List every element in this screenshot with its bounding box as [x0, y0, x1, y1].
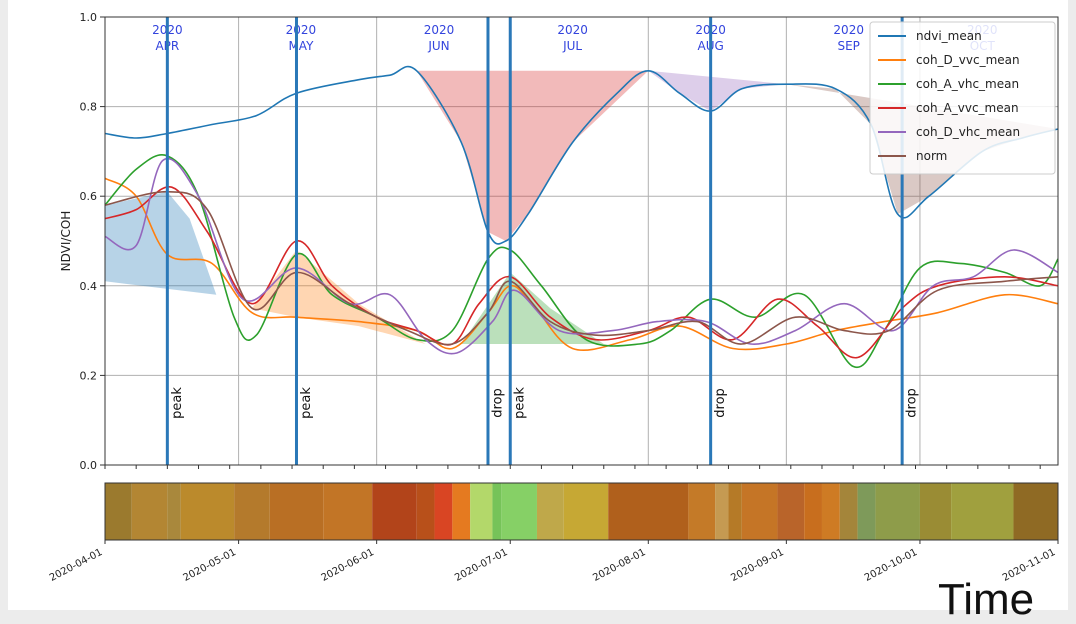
legend-label: norm	[916, 149, 947, 163]
colorbar-segment	[492, 483, 502, 540]
colorbar-segment	[728, 483, 742, 540]
shaded-region	[105, 191, 217, 295]
ndvi-coherence-chart: 0.00.20.40.60.81.02020APR2020MAY2020JUN2…	[48, 11, 1059, 584]
series-line	[104, 190, 1059, 346]
x-tick-label: 2020-08-01	[591, 547, 647, 584]
x-tick-label: 2020-04-01	[48, 547, 104, 584]
legend-label: coh_D_vvc_mean	[916, 53, 1020, 67]
colorbar-segment	[180, 483, 235, 540]
y-tick-label: 0.2	[80, 369, 98, 382]
series-line	[104, 177, 1059, 351]
month-label-month: JUL	[562, 39, 582, 53]
y-tick-label: 0.8	[80, 101, 98, 114]
month-label-month: SEP	[837, 39, 859, 53]
x-tick-label: 2020-10-01	[863, 547, 919, 584]
shaded-region	[461, 272, 604, 344]
series-line	[104, 65, 1059, 245]
colorbar-segment	[131, 483, 168, 540]
colorbar-segment	[741, 483, 778, 540]
x-tick-label: 2020-06-01	[320, 547, 376, 584]
colorbar-border	[104, 482, 1059, 541]
legend-label: ndvi_mean	[916, 29, 982, 43]
colorbar-segment	[416, 483, 435, 540]
colorbar-segment	[372, 483, 417, 540]
y-axis-label: NDVI/COH	[59, 211, 73, 272]
shaded-region	[648, 70, 787, 112]
legend-label: coh_D_vhc_mean	[916, 125, 1020, 139]
x-tick-label: 2020-07-01	[453, 547, 509, 584]
colorbar-segment	[323, 483, 373, 540]
y-tick-label: 0.4	[80, 280, 98, 293]
x-tick-label: 2020-09-01	[729, 547, 785, 584]
colorbar-segment	[234, 483, 270, 540]
event-label: peak	[299, 387, 314, 419]
month-label-month: MAY	[288, 39, 314, 53]
plot-border	[104, 16, 1059, 466]
colorbar-segment	[951, 483, 1014, 540]
colorbar-segment	[501, 483, 537, 540]
colorbar-segment	[688, 483, 716, 540]
colorbar-segment	[715, 483, 729, 540]
colorbar-segment	[470, 483, 493, 540]
month-label-year: 2020	[286, 23, 317, 37]
colorbar-segment	[105, 483, 132, 540]
legend-label: coh_A_vvc_mean	[916, 101, 1019, 115]
colorbar-segment	[1013, 483, 1058, 540]
event-label: drop	[905, 388, 920, 418]
colorbar-segment	[821, 483, 840, 540]
month-label-year: 2020	[557, 23, 588, 37]
series-line	[104, 157, 1059, 355]
y-tick-label: 0.6	[80, 190, 98, 203]
colorbar-segment	[875, 483, 920, 540]
colorbar-segment	[804, 483, 822, 540]
chart-frame: 0.00.20.40.60.81.02020APR2020MAY2020JUN2…	[8, 0, 1068, 622]
y-tick-label: 1.0	[80, 11, 98, 24]
x-tick-label: 2020-05-01	[182, 547, 238, 584]
colorbar-segment	[167, 483, 181, 540]
x-axis-title: Time	[938, 575, 1035, 624]
event-label: drop	[713, 388, 728, 418]
colorbar-segment	[839, 483, 858, 540]
legend-box	[869, 21, 1056, 175]
colorbar-segment	[608, 483, 689, 540]
shaded-region	[416, 70, 649, 241]
colorbar-segment	[536, 483, 564, 540]
colorbar-segment	[777, 483, 805, 540]
month-label-month: JUN	[427, 39, 449, 53]
event-label: peak	[513, 387, 528, 419]
colorbar-segment	[269, 483, 324, 540]
event-label: drop	[491, 388, 506, 418]
colorbar-segment	[563, 483, 609, 540]
colorbar-segment	[919, 483, 952, 540]
y-tick-label: 0.0	[80, 459, 98, 472]
legend-label: coh_A_vhc_mean	[916, 77, 1019, 91]
colorbar-segment	[857, 483, 876, 540]
colorbar-segment	[452, 483, 471, 540]
event-label: peak	[170, 387, 185, 419]
month-label-year: 2020	[833, 23, 864, 37]
month-label-year: 2020	[424, 23, 455, 37]
colorbar-segment	[434, 483, 453, 540]
